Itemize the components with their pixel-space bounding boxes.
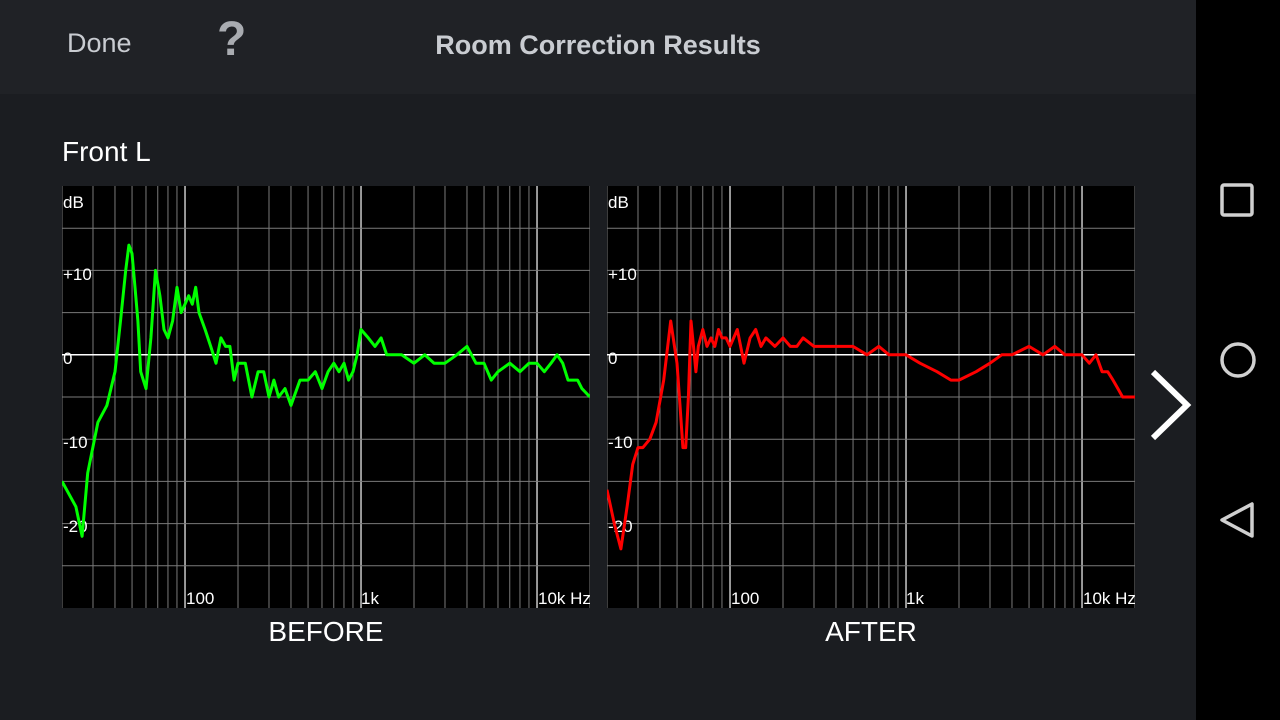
before-x-tick-1k: 1k [361,589,379,608]
after-x-tick-10k: 10k Hz [1083,589,1135,608]
after-y-tick-10: +10 [608,265,637,284]
after-caption: AFTER [825,616,917,647]
recents-button[interactable] [1214,176,1262,224]
square-icon [1220,183,1254,217]
after-x-tick-100: 100 [731,589,759,608]
before-caption: BEFORE [268,616,384,647]
channel-label: Front L [62,136,151,167]
after-y-unit: dB [608,193,629,212]
system-nav-bar [1196,0,1280,720]
before-y-tick-minus10: -10 [63,433,88,452]
before-x-tick-10k: 10k Hz [538,589,590,608]
before-response-curve [62,243,590,538]
before-chart-grid [62,186,590,608]
circle-icon [1220,342,1256,378]
before-y-unit: dB [63,193,84,212]
after-chart-plot: dB +10 0 -10 -20 100 1k 10k Hz [607,186,1135,608]
after-y-tick-0: 0 [608,349,617,368]
after-x-tick-1k: 1k [906,589,924,608]
after-chart-grid [607,186,1135,608]
done-button[interactable]: Done [67,28,132,58]
before-x-tick-100: 100 [186,589,214,608]
home-button[interactable] [1214,336,1262,384]
after-response-curve [607,319,1135,551]
before-y-tick-10: +10 [63,265,92,284]
page-title: Room Correction Results [435,30,761,60]
triangle-back-icon [1220,502,1254,538]
next-button[interactable] [1145,368,1195,442]
after-y-tick-minus20: -20 [608,517,633,536]
after-chart: dB +10 0 -10 -20 100 1k 10k Hz [607,186,1135,608]
question-mark-icon: ? [217,13,247,66]
after-y-tick-minus10: -10 [608,433,633,452]
before-chart-plot: dB +10 0 -10 -20 100 1k 10k Hz [62,186,590,608]
header-bar: Done ? Room Correction Results [0,0,1196,94]
help-button[interactable]: ? [217,16,246,64]
back-button[interactable] [1214,496,1262,544]
before-chart: dB +10 0 -10 -20 100 1k 10k Hz [62,186,590,608]
before-y-tick-0: 0 [63,349,72,368]
chevron-right-icon [1150,369,1192,441]
